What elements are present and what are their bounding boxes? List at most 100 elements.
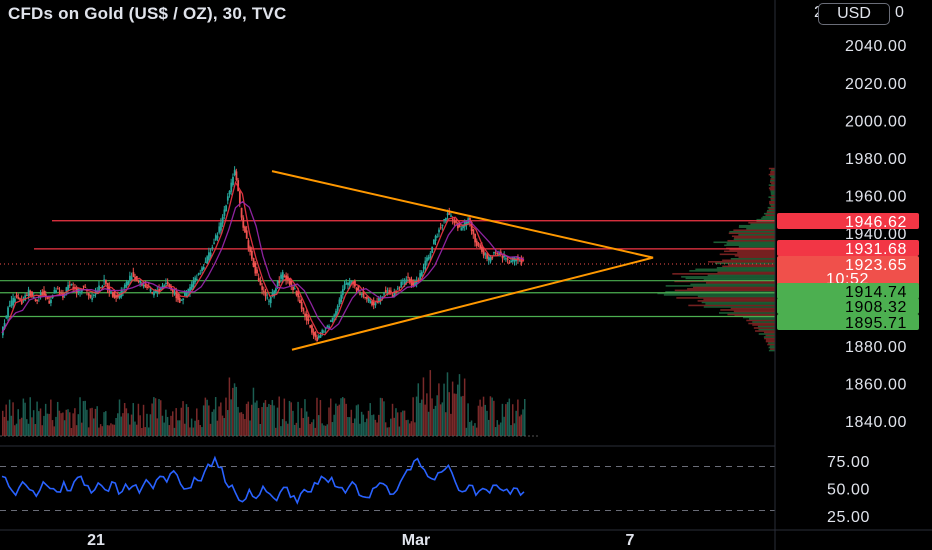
volume-bar: [141, 427, 143, 436]
time-axis[interactable]: 21 Mar 7: [0, 529, 932, 549]
volume-bar: [226, 410, 229, 436]
volume-bar: [153, 397, 155, 436]
candle-body: [432, 239, 435, 245]
volume-profile-bar: [733, 310, 775, 313]
candle-body: [249, 247, 252, 252]
volume-bar: [285, 421, 287, 436]
candle-body: [445, 218, 447, 221]
candle-body: [503, 255, 506, 257]
volume-bar: [225, 397, 227, 436]
candle-body: [194, 277, 197, 283]
price-tag: [777, 256, 919, 285]
candle-body: [190, 284, 193, 290]
candle-body: [142, 284, 145, 287]
candle-body: [328, 326, 331, 329]
volume-bar: [31, 417, 33, 436]
candle-body: [288, 278, 291, 285]
volume-profile-bar: [738, 245, 775, 248]
volume-profile-bar: [770, 190, 775, 192]
candle-body: [163, 285, 166, 287]
volume-bar: [395, 408, 397, 436]
volume-bar: [328, 407, 330, 436]
volume-profile-bar: [765, 339, 775, 341]
candle-body: [474, 233, 477, 243]
candle-body: [252, 258, 255, 267]
candle-body: [199, 272, 202, 274]
volume-bar: [194, 420, 196, 436]
candle-body: [3, 323, 6, 329]
horizontal-levels: [0, 220, 775, 318]
candle-body: [221, 216, 224, 224]
volume-profile-bar: [738, 224, 775, 227]
volume-bar: [261, 407, 263, 436]
volume-bar: [359, 423, 361, 436]
volume-bar: [238, 412, 241, 436]
volume-profile-bar: [726, 242, 775, 245]
candle-body: [264, 291, 267, 297]
volume-bar: [75, 425, 78, 436]
candle-body: [82, 285, 85, 287]
volume-bar: [280, 426, 282, 436]
volume-bar: [357, 404, 359, 436]
candle-body: [257, 278, 260, 281]
triangle-pattern[interactable]: [271, 170, 654, 351]
volume-profile-bar: [770, 185, 775, 188]
candle-body: [275, 288, 277, 292]
candle-body: [362, 291, 365, 297]
volume-bar: [257, 407, 260, 436]
volume-bar: [62, 412, 64, 436]
volume-bar: [178, 420, 181, 436]
rsi-tick-label: 75.00: [827, 454, 870, 471]
candle-body: [419, 273, 422, 280]
candle-body: [494, 252, 497, 254]
volume-bar: [493, 400, 495, 436]
volume-bar: [489, 396, 492, 436]
volume-profile-bar: [689, 270, 775, 272]
candle-body: [44, 294, 47, 297]
candle-body: [184, 292, 186, 296]
volume-profile-bar: [722, 265, 775, 268]
candle-body: [285, 275, 288, 281]
volume-bar: [396, 412, 399, 436]
candle-body: [484, 253, 487, 255]
volume-bar: [184, 423, 186, 436]
volume-bar: [276, 407, 279, 436]
volume-profile-bar: [733, 238, 775, 241]
candle-body: [278, 280, 281, 284]
volume-profile-bar: [770, 193, 775, 195]
volume-profile-bar: [756, 218, 775, 221]
candle-body: [211, 247, 214, 249]
volume-bar: [111, 424, 114, 436]
candle-body: [366, 296, 368, 300]
volume-bar: [84, 400, 86, 436]
volume-profile-bar: [758, 333, 775, 335]
volume-bar: [99, 424, 102, 436]
volume-bar: [237, 406, 239, 436]
price-axis[interactable]: 202040.002020.002000.001980.001960.00194…: [814, 4, 907, 526]
candle-body: [240, 207, 243, 218]
candle-body: [187, 288, 190, 294]
candle-body: [381, 296, 384, 298]
volume-bar: [451, 381, 454, 436]
volume-profile-bar: [765, 334, 775, 337]
currency-button[interactable]: USD: [818, 3, 890, 25]
volume-bar: [271, 400, 274, 436]
time-axis-label: Mar: [402, 532, 430, 549]
volume-bar: [498, 424, 500, 436]
candle-body: [355, 288, 358, 291]
candle-body: [223, 209, 226, 216]
candle-body: [424, 260, 427, 270]
candle-body: [213, 242, 216, 244]
candle-body: [180, 299, 183, 301]
volume-bar: [44, 403, 47, 436]
volume-bar: [354, 418, 356, 436]
candle-body: [477, 243, 480, 245]
volume-bar: [448, 392, 450, 436]
candle-body: [261, 286, 264, 290]
volume-bar: [142, 404, 145, 436]
volume-profile-bar: [692, 286, 775, 289]
candle-body: [367, 298, 370, 302]
volume-bar: [269, 404, 272, 436]
